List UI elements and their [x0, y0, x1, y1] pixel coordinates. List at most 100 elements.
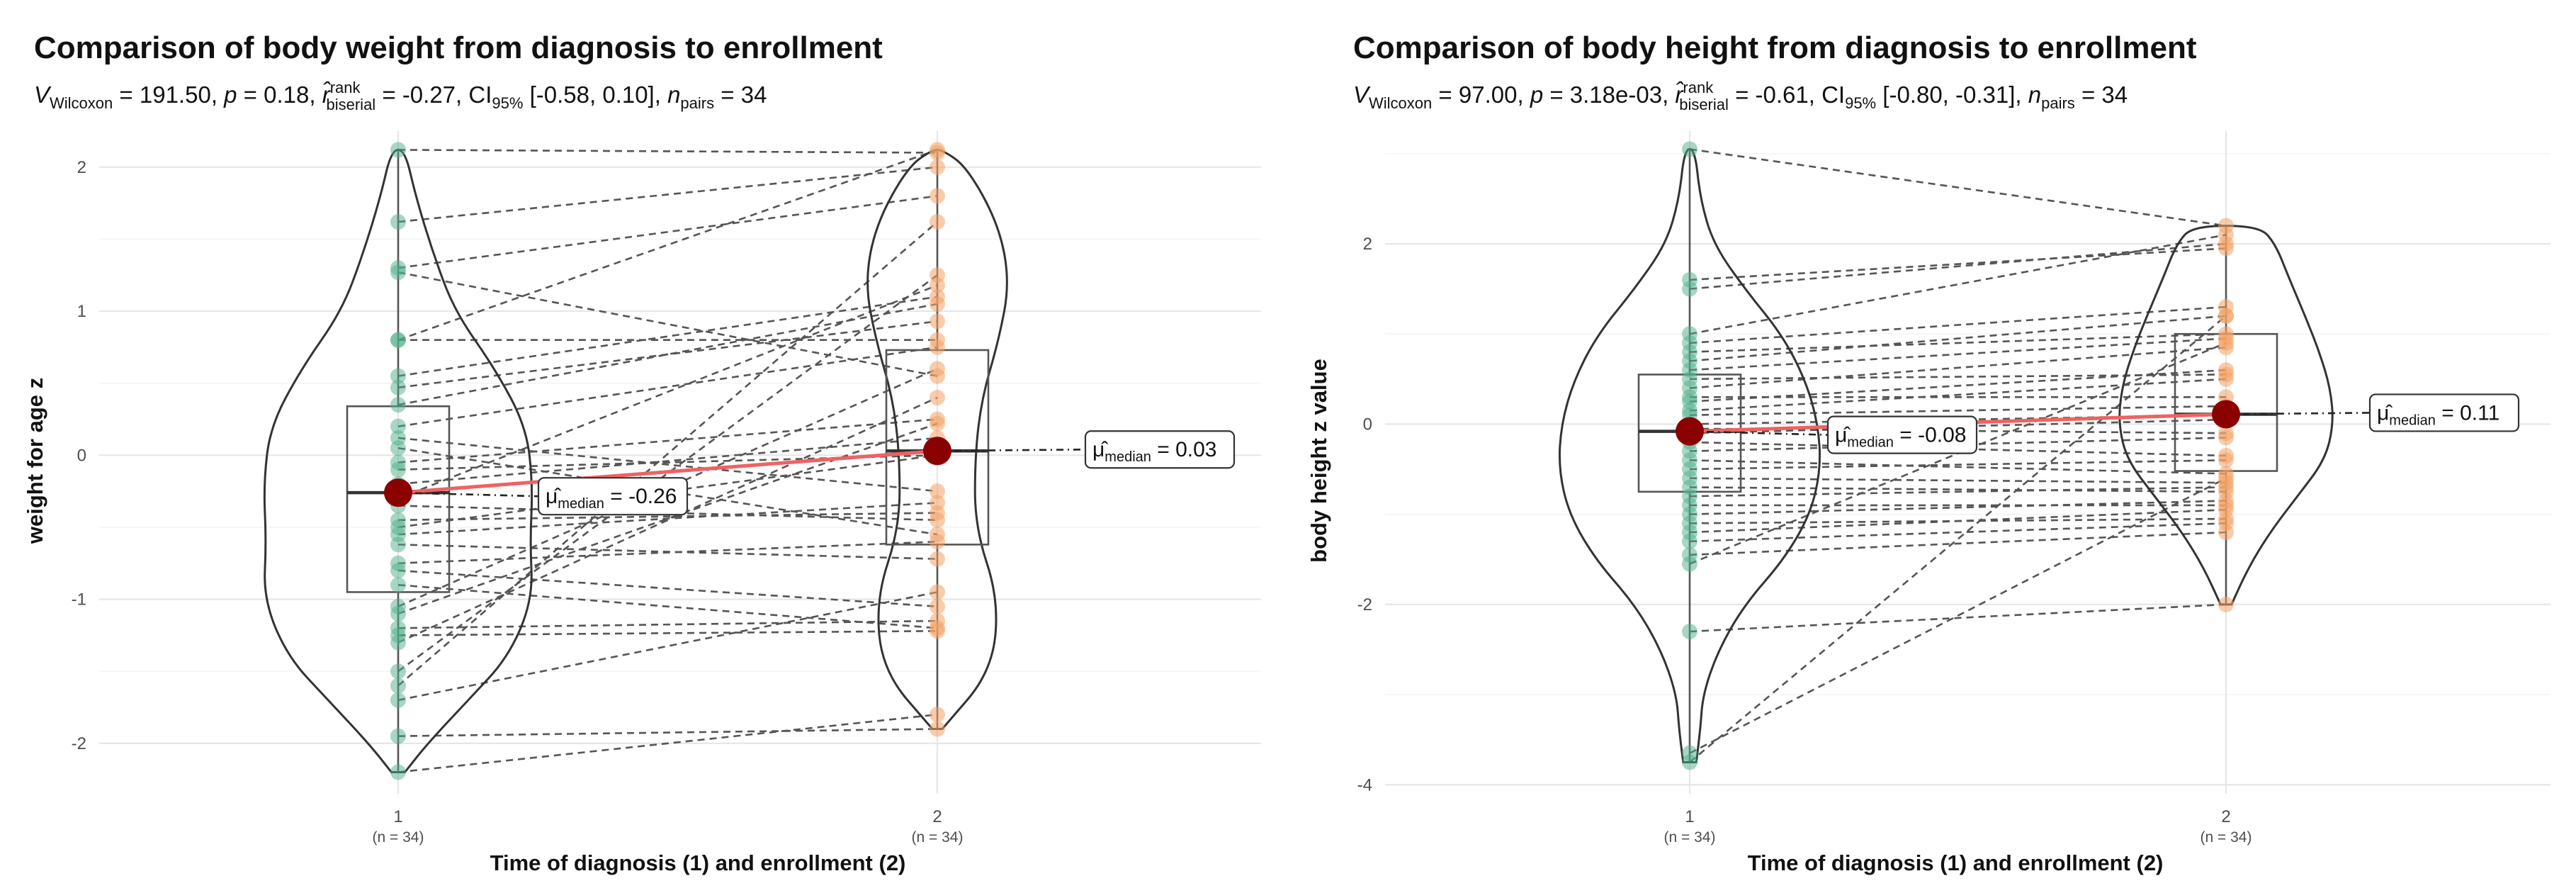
data-point-time-2: [2218, 470, 2234, 486]
data-point-time-2: [2218, 596, 2234, 612]
data-point-time-1: [390, 379, 406, 395]
pair-line: [1689, 508, 2227, 534]
pair-line: [397, 195, 938, 269]
pair-line: [1689, 315, 2227, 362]
pair-line: [397, 437, 938, 485]
pair-line: [397, 630, 938, 636]
x-tick-label: 2: [932, 807, 942, 826]
plot-area: -4 -2 0 2 μ̂median = -0.08 μ̂median = 0.11 1 (n…: [1357, 131, 2550, 846]
x-tick-label: 1: [393, 807, 402, 826]
data-point-time-2: [930, 551, 945, 567]
data-point-time-2: [930, 313, 945, 330]
pair-line: [397, 619, 938, 629]
pair-line: [397, 396, 938, 644]
data-point-time-1: [390, 397, 406, 413]
median-label-box: [537, 477, 689, 516]
x-tick-label: 2: [2221, 807, 2230, 826]
median-label-text: μ̂median = 0.11: [2377, 401, 2499, 428]
data-point-time-1: [1682, 556, 1697, 572]
data-point-time-1: [390, 562, 406, 578]
data-point-time-1: [390, 142, 406, 158]
median-dot-1: [1676, 417, 1704, 446]
pair-line: [397, 502, 938, 536]
chart-title: Comparison of body weight from diagnosis…: [34, 30, 883, 65]
pair-line: [397, 296, 938, 377]
data-point-time-2: [930, 495, 945, 511]
pair-line: [1689, 305, 2227, 344]
data-point-time-1: [1682, 281, 1697, 297]
pair-line: [1689, 486, 2227, 493]
pair-line: [1689, 405, 2227, 417]
median-label-box: [2368, 393, 2520, 432]
median-label-2: μ̂median = 0.11: [2368, 393, 2520, 432]
data-point-time-2: [930, 296, 945, 312]
plot-area: -2 -1 0 1 2 μ̂median = -0.26 μ̂median = 0.03 1 (…: [72, 131, 1261, 846]
data-point-time-2: [930, 188, 945, 204]
y-tick-label: 2: [1363, 235, 1372, 254]
median-label-text: μ̂median = -0.08: [1835, 424, 1966, 451]
pair-line: [1689, 374, 2227, 381]
pair-line: [1689, 500, 2227, 515]
pair-line: [397, 728, 938, 737]
pair-line: [1689, 486, 2227, 498]
pair-line: [397, 149, 938, 154]
pair-line: [397, 569, 938, 608]
pair-line: [397, 346, 938, 427]
pair-line: [1689, 247, 2227, 281]
pair-line: [397, 221, 938, 687]
data-point-time-2: [930, 721, 945, 737]
median-dot-2: [923, 437, 951, 466]
data-point-time-2: [2218, 452, 2234, 468]
median-label-box: [1084, 430, 1236, 469]
data-point-time-2: [930, 339, 945, 355]
data-point-time-1: [390, 214, 406, 230]
x-tick-n-label: (n = 34): [373, 829, 424, 846]
data-point-time-2: [2218, 429, 2234, 446]
data-point-time-1: [390, 577, 406, 593]
data-point-time-2: [2218, 335, 2234, 351]
pair-line: [1689, 234, 2227, 335]
data-point-time-1: [390, 728, 406, 744]
chart-panel-weight: Comparison of body weight from diagnosis…: [23, 30, 1261, 875]
x-tick-n-label: (n = 34): [1664, 829, 1716, 846]
violin-2: [2118, 225, 2334, 606]
pair-line: [397, 271, 938, 377]
pair-line: [397, 166, 938, 223]
pair-line: [1689, 531, 2227, 556]
y-tick-label: -1: [72, 590, 86, 610]
pair-line: [397, 422, 938, 615]
pair-line: [1689, 603, 2227, 633]
median-label-1: μ̂median = -0.08: [1826, 415, 1978, 454]
pair-line: [397, 418, 938, 464]
data-point-time-1: [390, 368, 406, 384]
median-label-leader: [937, 448, 1086, 452]
data-point-time-1: [390, 461, 406, 478]
pair-line: [1689, 459, 2227, 471]
y-tick-label: 0: [1363, 415, 1372, 434]
chart-subtitle: VWilcoxon = 191.50, p = 0.18, r̂rank bise…: [34, 79, 767, 113]
data-point-time-2: [930, 534, 945, 550]
median-label-box: [1826, 415, 1978, 454]
pair-line: [1689, 477, 2227, 754]
data-point-time-1: [1682, 533, 1697, 549]
median-label-1: μ̂median = -0.26: [537, 477, 689, 516]
chart-title: Comparison of body height from diagnosis…: [1353, 30, 2197, 65]
y-axis-label: body height z value: [1306, 359, 1331, 563]
data-point-time-1: [390, 692, 406, 708]
median-label-text: μ̂median = 0.03: [1092, 438, 1216, 465]
pair-line: [397, 540, 938, 565]
pair-line: [1689, 459, 2227, 475]
x-axis-label: Time of diagnosis (1) and enrollment (2): [490, 850, 906, 875]
pair-line: [1689, 332, 2227, 353]
median-label-text: μ̂median = -0.26: [546, 485, 677, 512]
data-point-time-1: [1682, 624, 1697, 640]
x-tick-label: 1: [1685, 807, 1694, 826]
data-point-time-1: [390, 440, 406, 456]
y-tick-label: 2: [77, 158, 86, 177]
median-label-leader: [1689, 430, 1829, 436]
y-tick-label: 0: [77, 446, 86, 465]
pair-line: [1689, 477, 2227, 484]
median-dot-1: [384, 478, 412, 507]
data-point-time-2: [930, 623, 945, 639]
pair-line: [397, 591, 938, 702]
